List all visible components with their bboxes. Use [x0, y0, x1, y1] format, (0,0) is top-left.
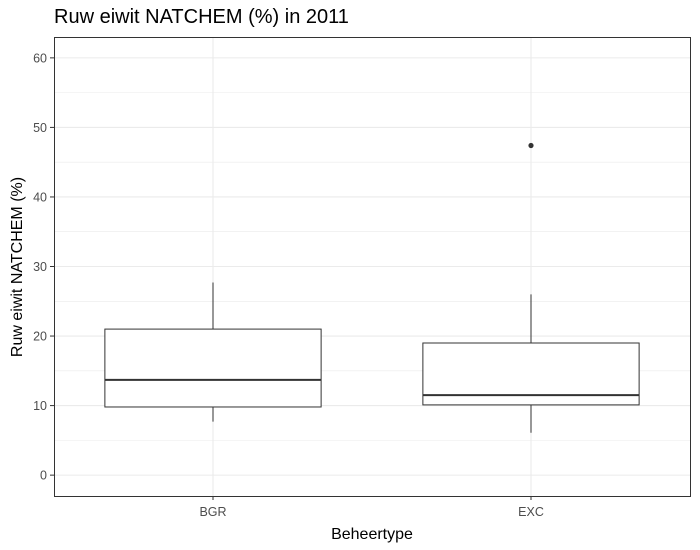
y-tick-label: 20 — [33, 330, 47, 344]
chart-title: Ruw eiwit NATCHEM (%) in 2011 — [54, 6, 349, 28]
y-tick-label: 10 — [33, 399, 47, 413]
y-tick-label: 0 — [40, 469, 47, 483]
y-axis: 0 10 20 30 40 50 60 — [33, 51, 54, 483]
box-exc — [422, 142, 640, 433]
grid-lines — [54, 37, 690, 496]
x-axis-title: Beheertype — [331, 526, 413, 543]
y-tick-label: 40 — [33, 190, 47, 204]
y-tick-label: 60 — [33, 51, 47, 65]
panel-border — [54, 37, 691, 497]
x-axis: BGR EXC — [199, 496, 544, 519]
x-tick-label: BGR — [199, 505, 226, 519]
iqr-box — [104, 328, 322, 408]
y-tick-label: 30 — [33, 260, 47, 274]
x-tick-label: EXC — [518, 505, 544, 519]
box-bgr — [104, 282, 322, 422]
y-axis-title: Ruw eiwit NATCHEM (%) — [9, 177, 26, 357]
y-tick-label: 50 — [33, 121, 47, 135]
box-plots — [104, 142, 640, 433]
outlier-point — [528, 142, 534, 149]
